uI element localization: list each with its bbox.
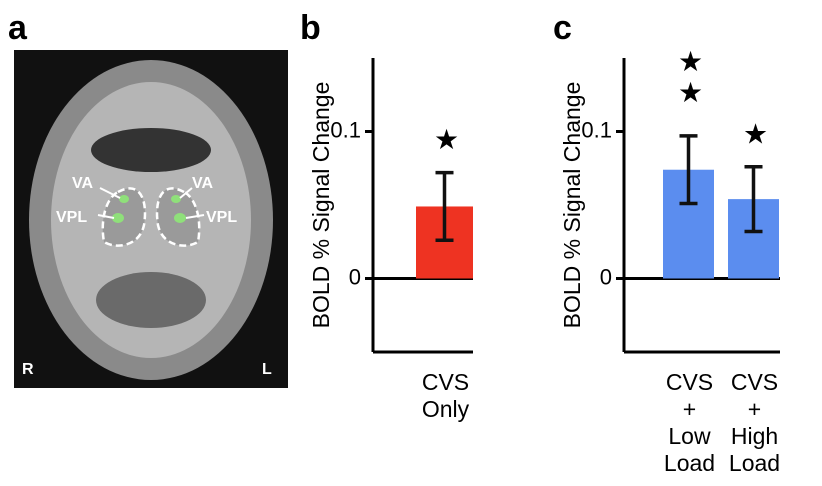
y-tick-label: 0	[349, 264, 361, 289]
x-tick-label: High	[731, 423, 778, 449]
brain-panel: VA VPL VA VPL R L	[14, 50, 288, 388]
y-tick-label: 0	[600, 264, 612, 289]
brain-structure	[96, 272, 206, 328]
x-tick-label: Load	[729, 450, 780, 476]
y-axis-label: BOLD % Signal Change	[308, 82, 334, 329]
region-label: VA	[192, 175, 213, 192]
roi	[119, 195, 129, 203]
x-tick-label: CVS	[422, 369, 469, 395]
x-tick-label: Low	[668, 423, 711, 449]
pointer	[179, 187, 193, 199]
panel-label: a	[8, 9, 28, 47]
pointer	[97, 214, 115, 219]
x-tick-label: Only	[422, 396, 470, 422]
x-tick-label: +	[748, 396, 761, 422]
significance-marker: ★	[740, 117, 771, 148]
y-axis-label: BOLD % Signal Change	[559, 82, 585, 329]
significance-marker: ★★	[675, 45, 706, 107]
x-tick-label: +	[683, 396, 696, 422]
panel-label: c	[553, 9, 572, 47]
roi	[171, 195, 181, 203]
brain-ventricle	[91, 128, 211, 172]
y-tick-label: 0.1	[330, 117, 361, 142]
roi	[112, 213, 124, 223]
region-label: VA	[72, 175, 93, 192]
significance-marker: ★	[431, 123, 462, 154]
pointer	[185, 214, 205, 219]
roi	[174, 213, 186, 223]
hemisphere-label: R	[22, 361, 34, 378]
x-tick-label: CVS	[731, 369, 778, 395]
pointer	[99, 187, 121, 199]
x-tick-label: CVS	[666, 369, 713, 395]
x-tick-label: Load	[664, 450, 715, 476]
y-tick-label: 0.1	[581, 117, 612, 142]
hemisphere-label: L	[262, 361, 272, 378]
panel-label: b	[300, 9, 321, 47]
region-label: VPL	[56, 209, 87, 226]
region-label: VPL	[206, 209, 237, 226]
